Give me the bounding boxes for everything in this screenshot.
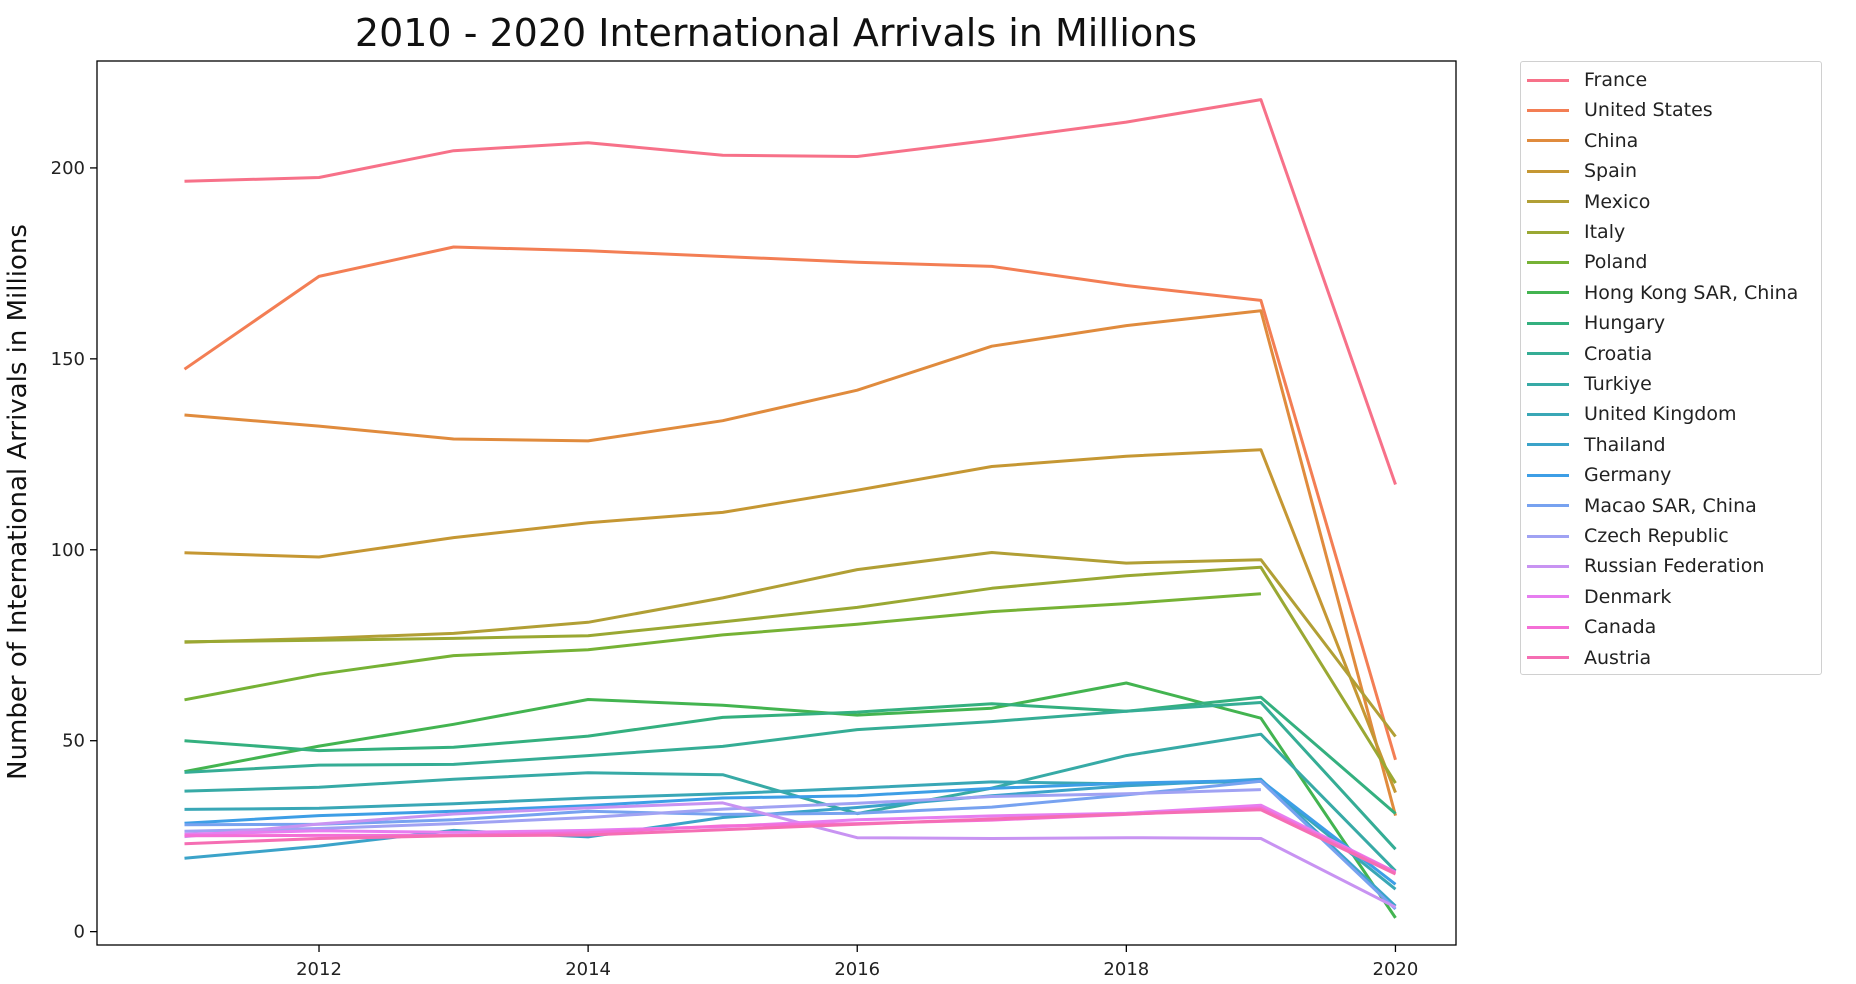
legend-swatch (1527, 78, 1569, 82)
series-line-italy (184, 565, 1397, 784)
legend-item-italy: Italy (1527, 217, 1625, 247)
legend-label: Italy (1584, 221, 1626, 243)
legend-label: Hungary (1584, 312, 1666, 335)
legend-label: Denmark (1584, 585, 1672, 608)
legend-swatch (1527, 108, 1569, 112)
series-layer (183, 98, 1397, 919)
legend-swatch (1527, 625, 1569, 629)
legend-label: Poland (1584, 251, 1648, 274)
series-line-russian-federation (184, 801, 1397, 909)
y-tick-label: 0 (74, 922, 85, 943)
legend-item-croatia: Croatia (1527, 339, 1652, 369)
legend-item-mexico: Mexico (1527, 187, 1650, 217)
legend-label: Macao SAR, China (1584, 494, 1757, 517)
legend-item-china: China (1527, 126, 1638, 156)
legend-swatch (1527, 321, 1569, 325)
y-tick-label: 100 (51, 540, 85, 561)
y-tick-label: 150 (51, 349, 85, 370)
legend-swatch (1527, 200, 1569, 204)
legend-label: Canada (1584, 616, 1657, 639)
legend-swatch (1527, 656, 1569, 660)
legend-item-thailand: Thailand (1527, 430, 1666, 460)
legend-item-united-kingdom: United Kingdom (1527, 399, 1737, 429)
legend-item-turkiye: Turkiye (1527, 369, 1652, 399)
series-line-germany (184, 778, 1397, 886)
legend-swatch (1527, 169, 1569, 173)
series-line-czech-republic (184, 788, 1261, 833)
x-tick-label: 2014 (565, 959, 611, 980)
legend-swatch (1527, 534, 1569, 538)
legend-item-canada: Canada (1527, 612, 1656, 642)
legend-label: United States (1584, 99, 1713, 122)
legend-label: Thailand (1584, 433, 1666, 456)
x-tick-label: 2020 (1373, 959, 1419, 980)
legend-swatch (1527, 230, 1569, 234)
x-tick-label: 2018 (1103, 959, 1149, 980)
legend-swatch (1527, 473, 1569, 477)
legend: France United States China Spain Mexico Italy… (1520, 61, 1822, 675)
legend-label: China (1584, 129, 1639, 152)
legend-swatch (1527, 291, 1569, 295)
series-line-spain (184, 448, 1397, 794)
legend-label: Russian Federation (1584, 555, 1765, 578)
chart-title: 2010 - 2020 International Arrivals in Mi… (355, 11, 1197, 55)
legend-item-hong-kong-sar-china: Hong Kong SAR, China (1527, 278, 1798, 308)
legend-swatch (1527, 352, 1569, 356)
series-line-united-states (183, 245, 1397, 761)
legend-label: France (1584, 69, 1648, 91)
legend-label: Czech Republic (1584, 525, 1729, 547)
legend-swatch (1527, 139, 1569, 143)
series-line-denmark (184, 803, 1397, 874)
series-line-turkiye (184, 732, 1397, 872)
legend-swatch (1527, 382, 1569, 386)
series-line-france (184, 98, 1397, 485)
series-line-china (184, 309, 1397, 816)
legend-label: Mexico (1584, 190, 1651, 213)
y-axis-label: Number of International Arrivals in Mill… (3, 224, 33, 780)
legend-label: Austria (1584, 646, 1652, 669)
legend-swatch (1527, 564, 1569, 568)
legend-swatch (1527, 412, 1569, 416)
tick-layer: 2012 2014 2016 2018 2020 0 50 100 150 200 (51, 158, 1419, 980)
legend-swatch (1527, 260, 1569, 264)
legend-item-germany: Germany (1527, 460, 1671, 490)
legend-swatch (1527, 504, 1569, 508)
legend-label: United Kingdom (1584, 403, 1737, 426)
series-line-austria (184, 808, 1397, 876)
legend-label: Germany (1584, 464, 1672, 487)
legend-swatch (1527, 595, 1569, 599)
series-line-hungary (184, 695, 1397, 815)
legend-item-france: France (1527, 65, 1647, 95)
x-tick-label: 2012 (296, 959, 342, 980)
x-tick-label: 2016 (834, 959, 880, 980)
series-line-poland (184, 592, 1262, 702)
legend-item-russian-federation: Russian Federation (1527, 551, 1764, 581)
legend-label: Spain (1584, 160, 1638, 183)
legend-item-poland: Poland (1527, 247, 1647, 277)
legend-item-austria: Austria (1527, 643, 1651, 673)
series-line-mexico (184, 551, 1397, 738)
plot-area (96, 60, 1457, 946)
series-line-macao-sar-china (184, 779, 1397, 911)
legend-item-czech-republic: Czech Republic (1527, 521, 1729, 551)
legend-item-denmark: Denmark (1527, 582, 1671, 612)
y-tick-label: 50 (62, 731, 85, 752)
legend-item-spain: Spain (1527, 156, 1637, 186)
series-line-croatia (184, 701, 1397, 851)
legend-swatch (1527, 443, 1569, 447)
y-tick-label: 200 (51, 158, 85, 179)
legend-item-macao-sar-china: Macao SAR, China (1527, 491, 1757, 521)
series-line-hong-kong-sar-china (184, 681, 1397, 919)
legend-item-hungary: Hungary (1527, 308, 1665, 338)
legend-item-united-states: United States (1527, 95, 1713, 125)
legend-label: Turkiye (1584, 373, 1652, 395)
legend-label: Hong Kong SAR, China (1584, 281, 1799, 304)
legend-label: Croatia (1584, 342, 1653, 365)
